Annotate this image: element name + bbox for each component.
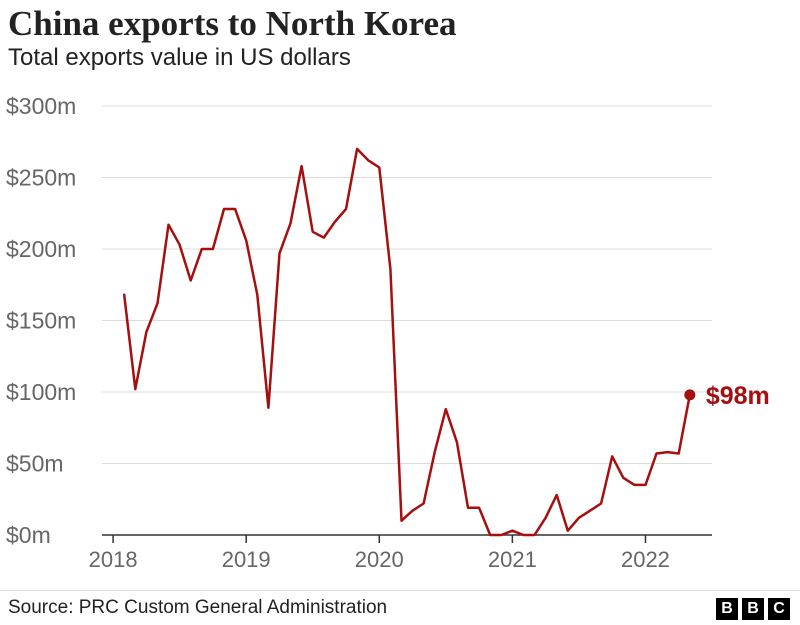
line-chart: $0m$50m$100m$150m$200m$250m$300m 2018 201… [6, 93, 770, 572]
y-tick-label: $100m [6, 379, 76, 405]
data-point [655, 452, 659, 456]
grid-lines [102, 105, 712, 543]
series-exports [122, 147, 692, 537]
x-axis-tick-labels: 2018 2019 2020 2021 2022 [89, 547, 670, 572]
data-point [233, 207, 237, 211]
data-point [599, 502, 603, 506]
data-point [577, 516, 581, 520]
annotations: $98m [684, 382, 770, 410]
data-point [211, 247, 215, 251]
data-point [377, 166, 381, 170]
data-point [322, 236, 326, 240]
data-point [666, 450, 670, 454]
data-point [488, 533, 492, 537]
data-point [144, 330, 148, 334]
data-point [522, 533, 526, 537]
data-point [122, 293, 126, 297]
y-tick-label: $0m [6, 522, 51, 548]
chart-title: China exports to North Korea [8, 4, 457, 43]
data-point [422, 502, 426, 506]
data-point [355, 147, 359, 151]
y-tick-label: $50m [6, 451, 64, 477]
data-point [344, 207, 348, 211]
data-label: $98m [706, 382, 770, 410]
data-point [333, 220, 337, 224]
data-point [644, 483, 648, 487]
data-point [621, 476, 625, 480]
x-tick-label: 2019 [222, 547, 271, 572]
data-point [632, 483, 636, 487]
data-point [444, 407, 448, 411]
data-point [455, 440, 459, 444]
x-tick-label: 2020 [355, 547, 404, 572]
data-point [244, 238, 248, 242]
data-point [466, 506, 470, 510]
data-point [222, 207, 226, 211]
data-point [499, 533, 503, 537]
y-tick-label: $300m [6, 93, 76, 119]
series-line [122, 147, 692, 537]
data-point [677, 452, 681, 456]
data-point [156, 301, 160, 305]
logo-letter: C [768, 598, 790, 620]
y-tick-label: $150m [6, 308, 76, 334]
chart-subtitle: Total exports value in US dollars [8, 44, 351, 71]
data-point [289, 221, 293, 225]
x-tick-label: 2022 [621, 547, 670, 572]
data-point [510, 529, 514, 533]
data-point [555, 493, 559, 497]
y-tick-label: $200m [6, 236, 76, 262]
data-point [311, 230, 315, 234]
source-note: Source: PRC Custom General Administratio… [8, 597, 388, 618]
y-tick-label: $250m [6, 165, 76, 191]
highlight-point [684, 389, 696, 401]
data-point [388, 267, 392, 271]
data-point [544, 516, 548, 520]
data-point [400, 519, 404, 523]
data-point [588, 509, 592, 513]
data-point [266, 406, 270, 410]
x-tick-label: 2018 [89, 547, 138, 572]
data-point [133, 387, 137, 391]
data-point [533, 533, 537, 537]
data-point [477, 506, 481, 510]
footer-divider [0, 590, 800, 591]
x-tick-label: 2021 [488, 547, 537, 572]
data-point [255, 293, 259, 297]
data-point [278, 251, 282, 255]
data-point [200, 247, 204, 251]
y-axis-tick-labels: $0m $50m $100m $150m $200m $250m $300m [6, 93, 76, 548]
logo-letter: B [716, 598, 738, 620]
data-point [366, 158, 370, 162]
bbc-logo: B B C [716, 598, 790, 620]
data-point [300, 164, 304, 168]
data-point [167, 223, 171, 227]
data-point [411, 509, 415, 513]
data-point [566, 529, 570, 533]
logo-letter: B [742, 598, 764, 620]
data-point [433, 450, 437, 454]
data-point [189, 279, 193, 283]
data-point [610, 454, 614, 458]
data-point [178, 243, 182, 247]
